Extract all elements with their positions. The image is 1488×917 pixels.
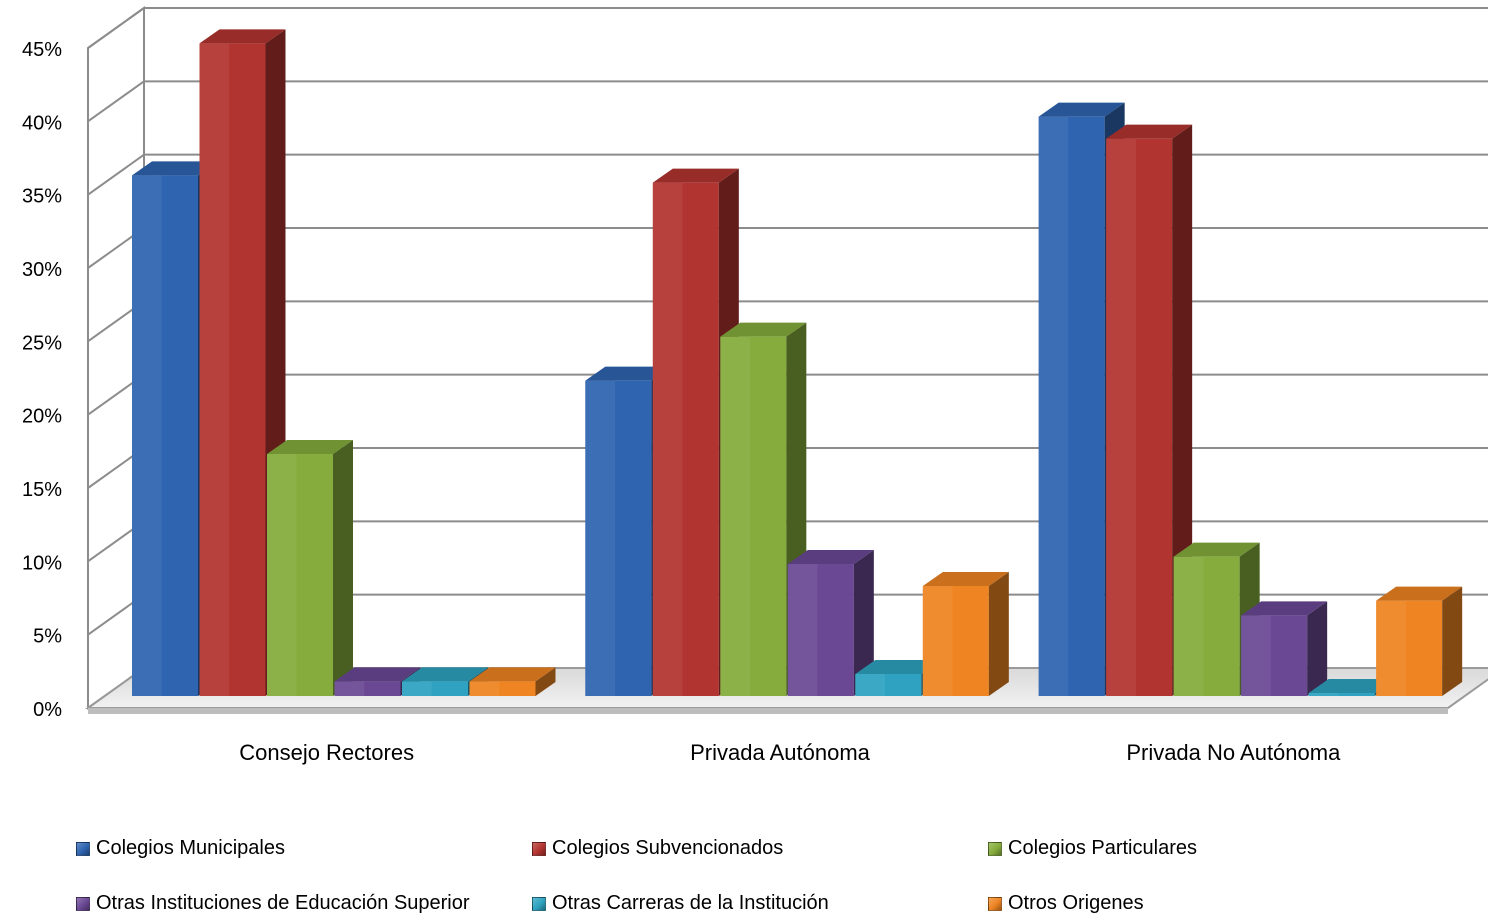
bar-top bbox=[720, 322, 807, 337]
bar bbox=[922, 572, 1009, 696]
bar-highlight bbox=[720, 336, 751, 696]
bar-highlight bbox=[199, 43, 230, 697]
gridline-depth bbox=[87, 153, 145, 196]
bar-top bbox=[652, 168, 739, 183]
bar bbox=[469, 667, 556, 696]
bar-top bbox=[469, 667, 556, 682]
bar-highlight bbox=[1241, 615, 1271, 696]
bar-top bbox=[334, 667, 421, 682]
y-tick-label: 5% bbox=[33, 626, 62, 648]
bar-highlight bbox=[334, 681, 365, 696]
bar-highlight bbox=[855, 674, 886, 696]
y-tick-label: 10% bbox=[22, 552, 62, 574]
bar-highlight bbox=[1308, 693, 1339, 696]
bar bbox=[267, 440, 353, 696]
bar bbox=[787, 550, 874, 696]
bar-highlight bbox=[1173, 556, 1204, 696]
bar-highlight bbox=[132, 175, 162, 697]
y-tick-label: 30% bbox=[22, 259, 62, 281]
bar bbox=[1241, 601, 1328, 696]
x-tick-label: Privada Autónoma bbox=[690, 740, 871, 765]
bar-top bbox=[855, 660, 942, 674]
bar-side bbox=[535, 667, 556, 696]
y-axis-tick-labels: 0% 5% 10% 15% 20% 25% 30% 35% 40% 45% bbox=[22, 39, 62, 721]
bar-side bbox=[988, 572, 1009, 696]
bar-top bbox=[585, 366, 672, 381]
bar bbox=[1376, 586, 1463, 696]
bar-top bbox=[1376, 586, 1463, 601]
bar-highlight bbox=[922, 586, 953, 696]
bars bbox=[132, 29, 1463, 697]
bar-top bbox=[267, 440, 353, 454]
x-tick-label: Consejo Rectores bbox=[239, 740, 414, 765]
bar-side bbox=[853, 550, 874, 696]
bar-side bbox=[1442, 586, 1463, 696]
bar-highlight bbox=[402, 681, 432, 696]
bar-top bbox=[132, 161, 218, 176]
y-tick-label: 15% bbox=[22, 479, 62, 501]
y-tick-label: 40% bbox=[22, 112, 62, 134]
bar-highlight bbox=[787, 564, 818, 696]
bar-highlight bbox=[652, 182, 683, 696]
bar bbox=[652, 168, 739, 696]
bar bbox=[855, 660, 942, 696]
x-tick-label: Privada No Autónoma bbox=[1126, 740, 1341, 765]
bar-side bbox=[333, 440, 353, 696]
bar-highlight bbox=[1106, 138, 1136, 696]
bar-top bbox=[1308, 679, 1395, 693]
y-tick-label: 45% bbox=[22, 39, 62, 61]
y-tick-label: 0% bbox=[33, 699, 62, 721]
bar-top bbox=[1173, 542, 1260, 557]
gridline-depth bbox=[87, 7, 145, 49]
bar-top bbox=[402, 667, 488, 682]
bar bbox=[334, 667, 421, 696]
bar-top bbox=[1038, 102, 1125, 117]
bar bbox=[585, 366, 672, 696]
y-tick-label: 35% bbox=[22, 186, 62, 208]
bar-front bbox=[1308, 693, 1375, 696]
y-tick-label: 25% bbox=[22, 332, 62, 354]
bar-top bbox=[787, 550, 874, 564]
gridline-depth bbox=[87, 80, 145, 123]
bar-highlight bbox=[585, 380, 616, 696]
y-tick-label: 20% bbox=[22, 406, 62, 428]
floor-edge bbox=[88, 708, 1448, 714]
x-axis-category-labels: Consejo Rectores Privada Autónoma Privada … bbox=[239, 740, 1341, 765]
bar-highlight bbox=[267, 454, 297, 696]
bar-top bbox=[199, 29, 286, 44]
bar-top bbox=[1241, 601, 1328, 616]
bar-highlight bbox=[469, 681, 500, 696]
bar-highlight bbox=[1038, 116, 1069, 696]
bar-highlight bbox=[1376, 600, 1406, 696]
bar-top bbox=[922, 572, 1009, 586]
bar-top bbox=[1106, 124, 1193, 139]
bar-side bbox=[1307, 601, 1328, 696]
